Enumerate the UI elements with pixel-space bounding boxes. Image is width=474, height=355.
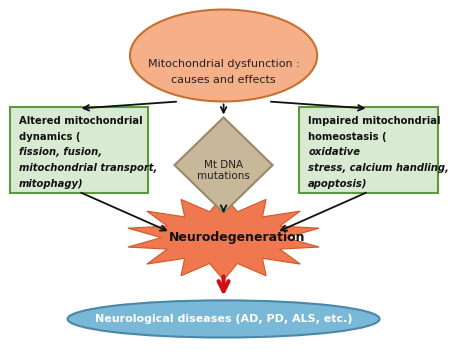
FancyBboxPatch shape [300,107,438,193]
Text: Neurological diseases (AD, PD, ALS, etc.): Neurological diseases (AD, PD, ALS, etc.… [95,314,352,324]
Text: fission, fusion,: fission, fusion, [18,147,101,158]
Text: Neurodegeneration: Neurodegeneration [169,231,305,244]
Text: apoptosis): apoptosis) [308,179,368,189]
Text: stress, calcium handling,: stress, calcium handling, [308,163,449,173]
Text: mitophagy): mitophagy) [18,179,83,189]
Text: Impaired mitochondrial: Impaired mitochondrial [308,116,441,126]
Polygon shape [128,195,319,280]
Polygon shape [174,118,273,213]
Ellipse shape [130,10,317,102]
FancyBboxPatch shape [9,107,148,193]
Text: dynamics (: dynamics ( [18,132,80,142]
Text: oxidative: oxidative [308,147,360,158]
Ellipse shape [68,300,380,338]
Text: mitochondrial transport,: mitochondrial transport, [18,163,157,173]
Text: Mt DNA
mutations: Mt DNA mutations [197,160,250,181]
Text: homeostasis (: homeostasis ( [308,132,387,142]
Text: Mitochondrial dysfunction :: Mitochondrial dysfunction : [148,59,300,69]
Text: Altered mitochondrial: Altered mitochondrial [18,116,142,126]
Text: causes and effects: causes and effects [171,75,276,84]
